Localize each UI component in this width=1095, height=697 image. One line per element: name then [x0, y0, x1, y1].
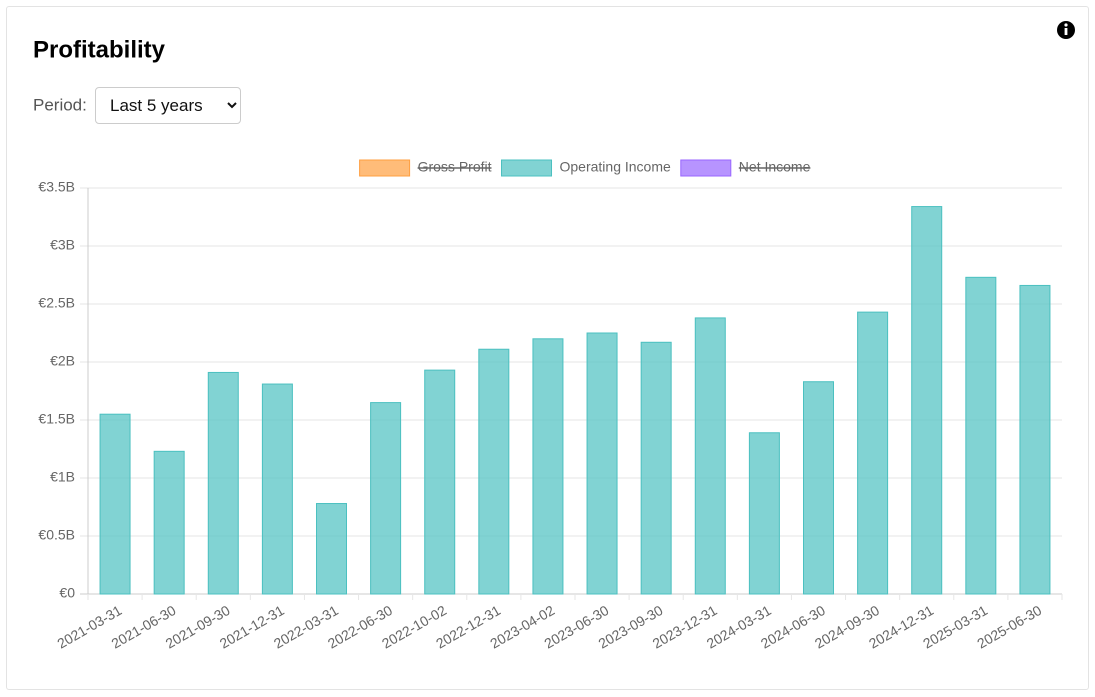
- period-select[interactable]: Last 5 years: [95, 87, 241, 124]
- y-tick-label: €0.5B: [38, 527, 75, 543]
- y-tick-label: €3B: [50, 237, 75, 253]
- legend-swatch[interactable]: [501, 159, 553, 177]
- bar: [99, 413, 131, 595]
- info-icon[interactable]: [1057, 21, 1075, 39]
- bar: [965, 276, 997, 595]
- y-tick-label: €2.5B: [38, 295, 75, 311]
- info-dot[interactable]: [1064, 23, 1068, 27]
- card: [6, 6, 1089, 690]
- bar: [803, 381, 834, 595]
- bar: [694, 317, 726, 595]
- bar: [370, 402, 402, 595]
- title: Profitability: [33, 36, 166, 63]
- info-stem[interactable]: [1064, 28, 1068, 35]
- bar: [153, 450, 185, 595]
- bar: [316, 503, 347, 595]
- bar: [911, 206, 943, 595]
- y-tick-label: €3.5B: [38, 179, 75, 195]
- legend-label[interactable]: Net Income: [739, 159, 811, 175]
- legend-swatch[interactable]: [680, 159, 732, 177]
- bar: [1019, 284, 1051, 595]
- bar: [857, 311, 889, 595]
- legend-label[interactable]: Operating Income: [560, 159, 671, 175]
- bar: [261, 383, 293, 595]
- legend-label[interactable]: Gross Profit: [418, 159, 492, 175]
- bar: [424, 369, 456, 595]
- legend-swatch[interactable]: [359, 159, 411, 177]
- bar: [207, 371, 239, 595]
- y-tick-label: €1B: [50, 469, 75, 485]
- y-tick-label: €0: [59, 585, 75, 601]
- y-tick-label: €1.5B: [38, 411, 75, 427]
- period-label: Period:: [33, 95, 87, 114]
- bar: [478, 348, 510, 595]
- bar: [532, 338, 564, 595]
- bar: [748, 432, 780, 595]
- bar: [586, 332, 618, 595]
- y-tick-label: €2B: [50, 353, 75, 369]
- bar: [640, 341, 672, 595]
